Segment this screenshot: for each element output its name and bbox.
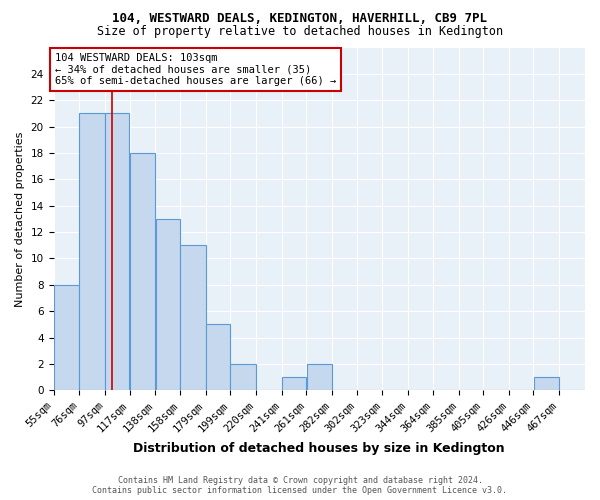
Bar <box>54 285 79 391</box>
Bar <box>180 246 206 390</box>
Bar <box>105 114 130 390</box>
Text: 104 WESTWARD DEALS: 103sqm
← 34% of detached houses are smaller (35)
65% of semi: 104 WESTWARD DEALS: 103sqm ← 34% of deta… <box>55 53 336 86</box>
Bar <box>155 219 180 390</box>
Bar <box>230 364 256 390</box>
Bar <box>533 377 559 390</box>
Bar <box>79 114 105 390</box>
Text: 104, WESTWARD DEALS, KEDINGTON, HAVERHILL, CB9 7PL: 104, WESTWARD DEALS, KEDINGTON, HAVERHIL… <box>113 12 487 26</box>
Text: Size of property relative to detached houses in Kedington: Size of property relative to detached ho… <box>97 25 503 38</box>
Y-axis label: Number of detached properties: Number of detached properties <box>15 131 25 306</box>
Bar <box>282 377 306 390</box>
X-axis label: Distribution of detached houses by size in Kedington: Distribution of detached houses by size … <box>133 442 505 455</box>
Bar <box>206 324 230 390</box>
Text: Contains HM Land Registry data © Crown copyright and database right 2024.
Contai: Contains HM Land Registry data © Crown c… <box>92 476 508 495</box>
Bar <box>307 364 332 390</box>
Bar <box>130 153 155 390</box>
